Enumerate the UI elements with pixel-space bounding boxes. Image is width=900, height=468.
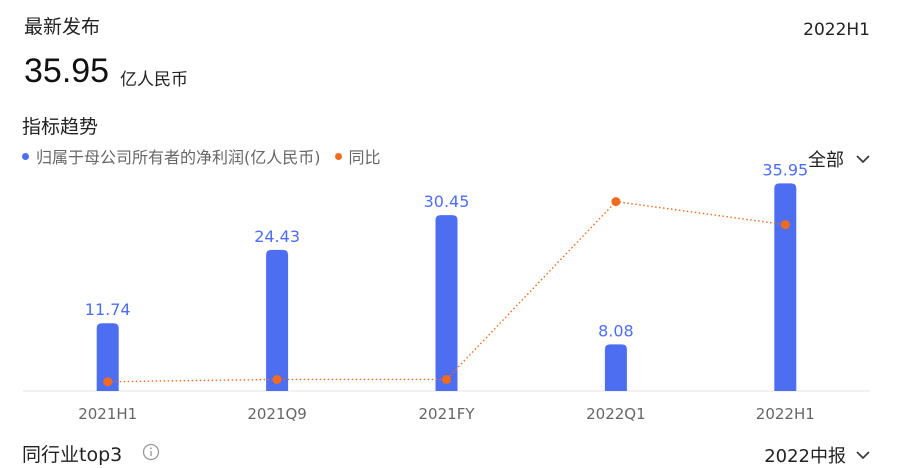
yoy-line bbox=[107, 200, 786, 383]
legend-item-profit[interactable]: 归属于母公司所有者的净利润(亿人民币) bbox=[22, 144, 321, 168]
bar-label-2021FY: 30.45 bbox=[424, 192, 470, 211]
bar-label-2022Q1: 8.08 bbox=[598, 321, 634, 340]
bar-2021Q9 bbox=[266, 249, 289, 391]
peer-period-select[interactable]: 2022中报 bbox=[764, 442, 870, 468]
peer-title: 同行业top3 bbox=[22, 444, 123, 466]
yoy-point-2021H1 bbox=[103, 377, 113, 387]
chevron-down-icon bbox=[856, 450, 870, 459]
legend-label-profit: 归属于母公司所有者的净利润(亿人民币) bbox=[36, 148, 321, 167]
legend-item-yoy[interactable]: 同比 bbox=[334, 144, 381, 168]
latest-unit: 亿人民币 bbox=[120, 70, 188, 90]
chart-legend: 归属于母公司所有者的净利润(亿人民币) 同比 bbox=[22, 144, 395, 168]
latest-title: 最新发布 bbox=[24, 16, 101, 38]
bar-2021FY bbox=[435, 215, 458, 391]
x-tick-2021FY: 2021FY bbox=[419, 405, 476, 423]
latest-value: 35.95 bbox=[24, 52, 110, 90]
bar-label-2021Q9: 24.43 bbox=[254, 227, 300, 246]
yoy-point-2022Q1 bbox=[611, 197, 621, 207]
x-tick-2021H1: 2021H1 bbox=[78, 405, 137, 423]
bar-2022Q1 bbox=[604, 344, 627, 391]
legend-label-yoy: 同比 bbox=[348, 148, 381, 167]
bar-2022H1 bbox=[774, 183, 797, 391]
latest-period: 2022H1 bbox=[803, 20, 870, 40]
yoy-point-2021Q9 bbox=[272, 374, 282, 384]
bar-label-2021H1: 11.74 bbox=[85, 300, 131, 319]
info-icon[interactable] bbox=[142, 443, 160, 461]
yoy-point-2022H1 bbox=[780, 220, 790, 230]
x-tick-2022H1: 2022H1 bbox=[756, 405, 815, 423]
range-select-label: 全部 bbox=[808, 150, 844, 171]
trend-title: 指标趋势 bbox=[22, 116, 99, 138]
peer-period-label: 2022中报 bbox=[764, 446, 846, 467]
profit-trend-chart: 11.74 2021H1 24.43 2021Q9 30.45 2021FY 8.08 202… bbox=[23, 160, 870, 423]
range-select[interactable]: 全部 bbox=[808, 146, 870, 172]
legend-dot-yoy bbox=[334, 152, 342, 160]
legend-dot-profit bbox=[22, 152, 29, 160]
chevron-down-icon bbox=[856, 154, 870, 163]
x-tick-2022Q1: 2022Q1 bbox=[586, 405, 646, 423]
x-tick-2021Q9: 2021Q9 bbox=[247, 405, 307, 423]
bar-label-2022H1: 35.95 bbox=[762, 160, 808, 179]
yoy-point-2021FY bbox=[442, 374, 451, 384]
bar-2021H1 bbox=[96, 323, 119, 391]
